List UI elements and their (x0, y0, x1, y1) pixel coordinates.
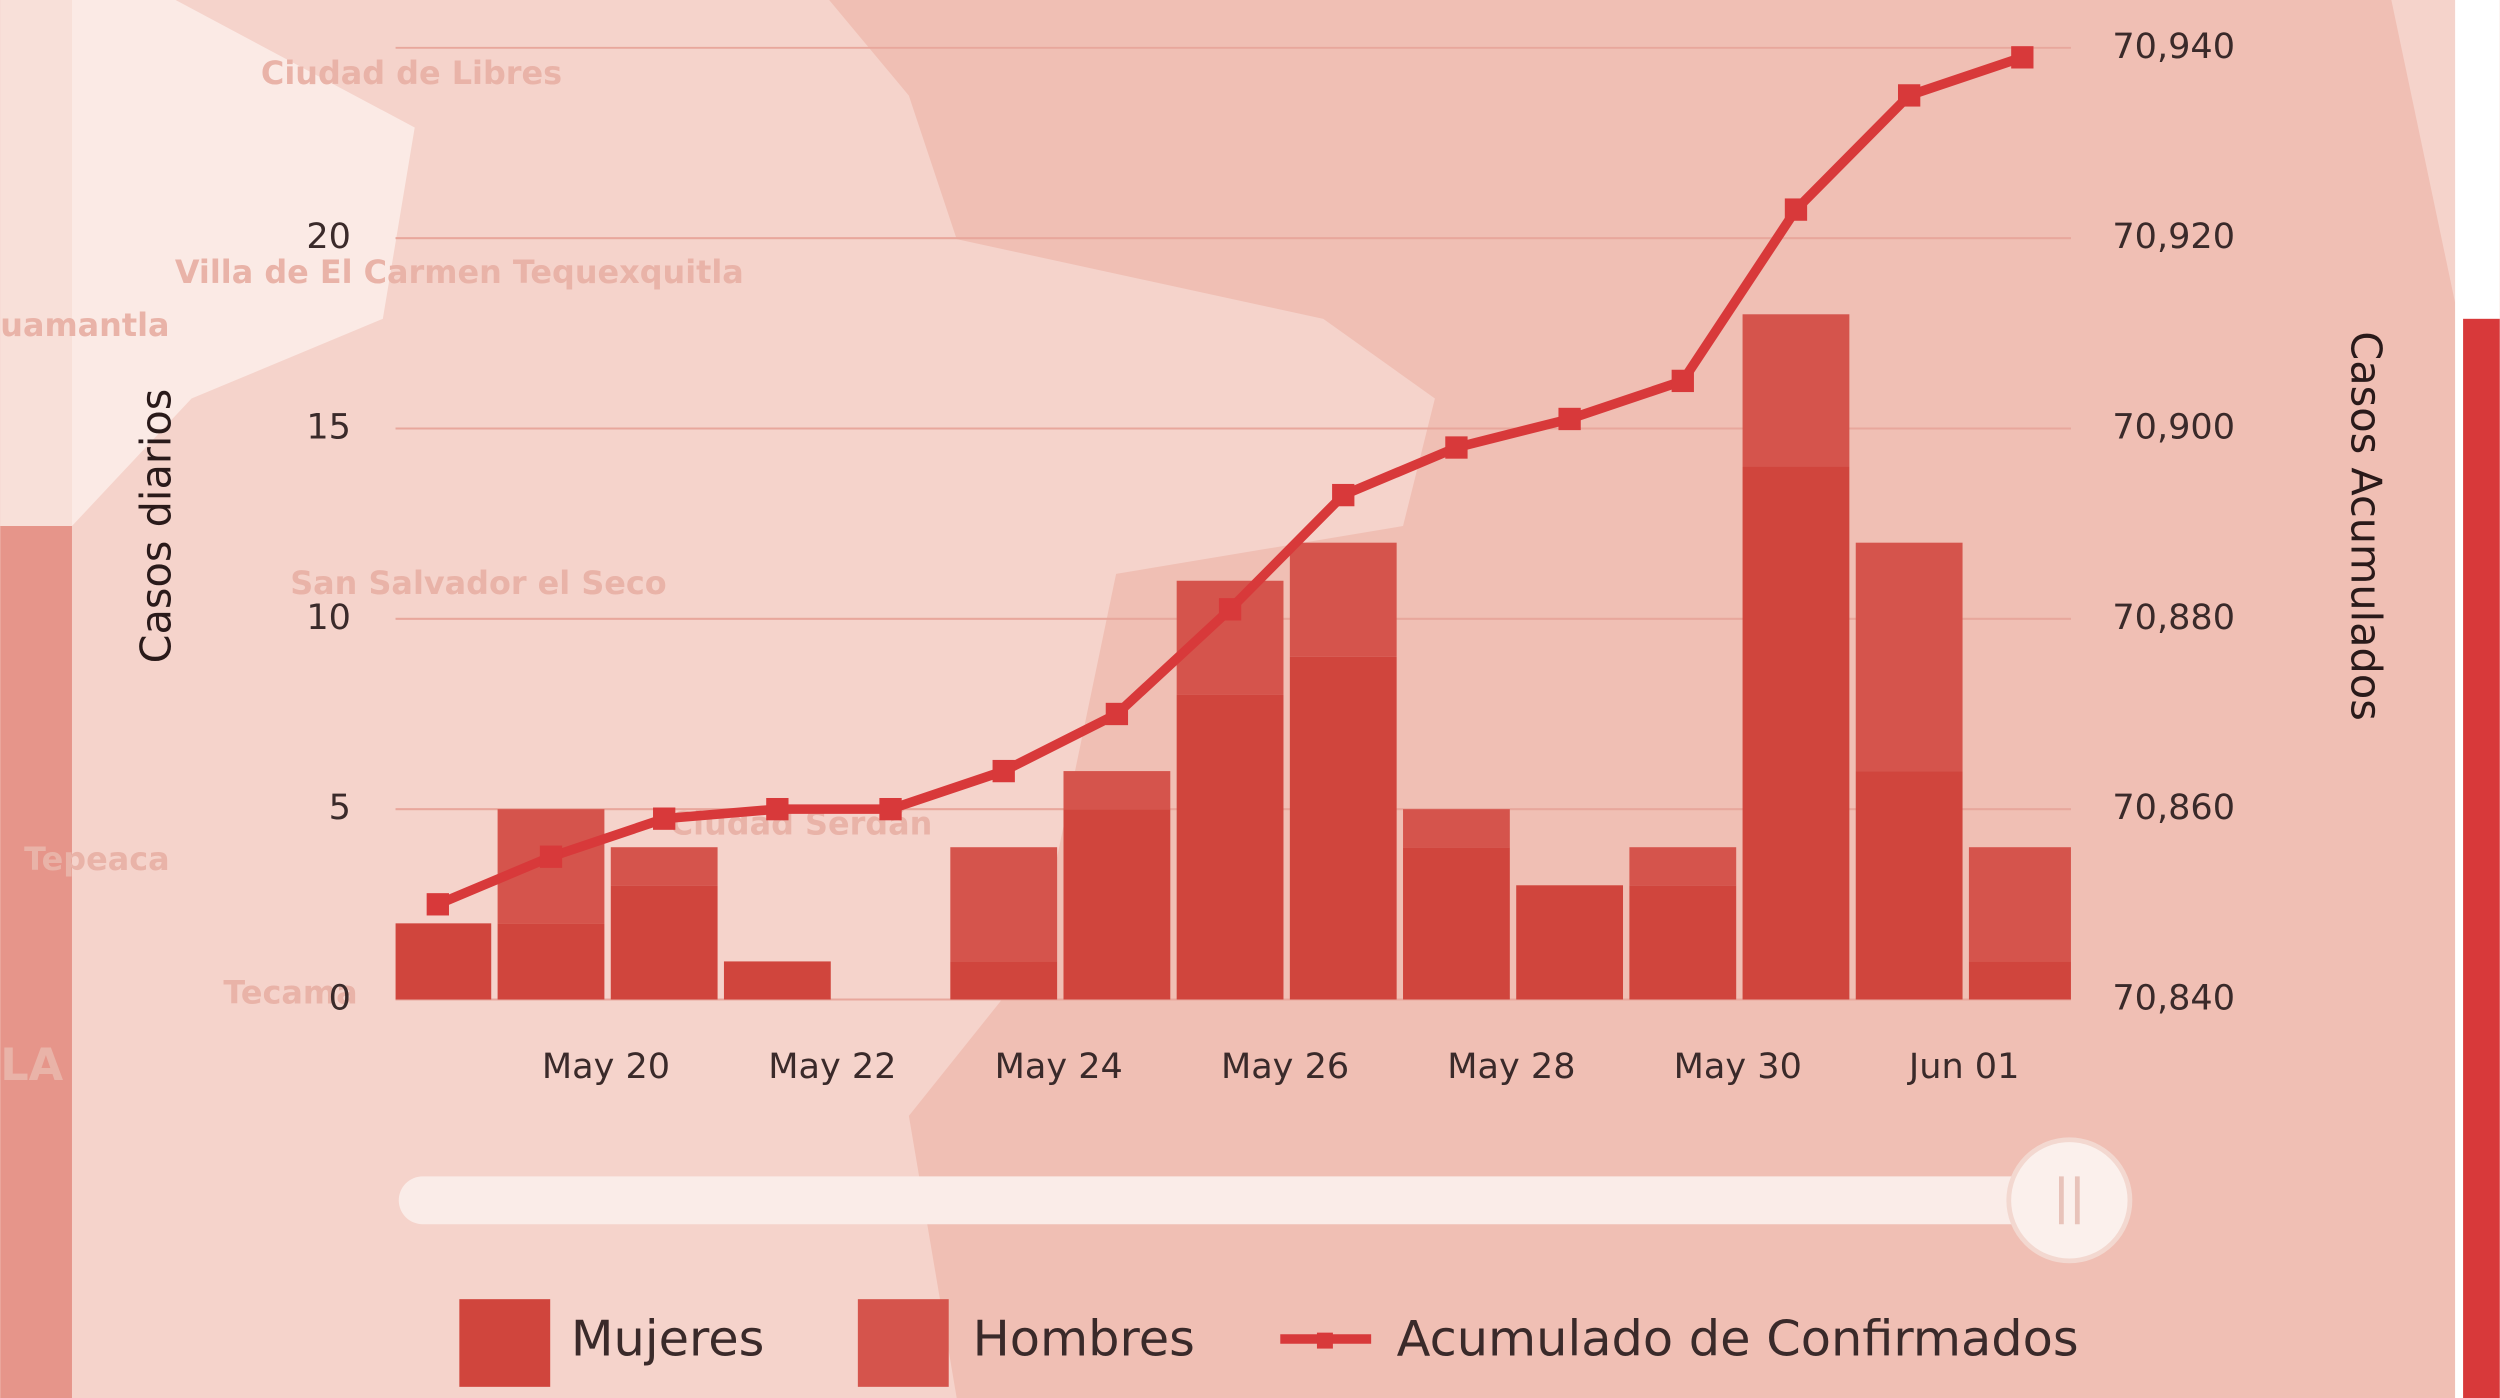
line-marker[interactable] (1445, 436, 1468, 459)
line-marker[interactable] (1671, 369, 1694, 393)
y-tick-label: 5 (329, 787, 351, 828)
x-tick-label: May 22 (768, 1046, 896, 1087)
bar-segment[interactable] (950, 847, 1058, 962)
slider-track (398, 1176, 2065, 1225)
bar-segment[interactable] (1968, 847, 2076, 962)
bar-segment[interactable] (1742, 314, 1850, 467)
x-tick-label: Jun 01 (1907, 1046, 2020, 1087)
bar-segment[interactable] (1968, 961, 2076, 1000)
y-tick-label: 10 (306, 597, 351, 638)
line-marker[interactable] (1897, 84, 1921, 107)
bar-segment[interactable] (1289, 542, 1397, 657)
x-tick-label: May 26 (1221, 1046, 1349, 1087)
map-label: Ciudad de Libres (261, 54, 562, 92)
bar-segment[interactable] (1403, 847, 1510, 1000)
line-marker[interactable] (2011, 46, 2034, 69)
slider-handle[interactable] (2006, 1137, 2133, 1264)
y2-tick-label: 70,880 (2112, 597, 2235, 638)
bar-segment[interactable] (1403, 809, 1510, 848)
legend-swatch (459, 1299, 551, 1387)
y-tick-label: 20 (306, 216, 351, 257)
y-tick-label: 0 (329, 977, 351, 1018)
map-label: LA (0, 1039, 63, 1091)
line-marker[interactable] (1558, 407, 1581, 431)
bar-segment[interactable] (1629, 885, 1737, 1000)
y-axis-title: Casos diarios (133, 389, 181, 664)
x-tick-label: May 24 (995, 1046, 1123, 1087)
line-marker[interactable] (1218, 598, 1242, 621)
plot-area (384, 46, 2076, 1000)
legend: Mujeres Hombres Acumulado de Confirmados (459, 1299, 2079, 1387)
x-tick-label: May 28 (1447, 1046, 1575, 1087)
bar-segment[interactable] (950, 961, 1058, 1000)
bar-segment[interactable] (1289, 656, 1397, 1000)
line-marker[interactable] (426, 893, 449, 916)
map-label: San Salvador el Seco (290, 564, 666, 602)
legend-marker (1316, 1332, 1333, 1349)
y2-tick-label: 70,920 (2112, 216, 2235, 257)
y2-tick-label: 70,840 (2112, 977, 2235, 1018)
legend-swatch (857, 1299, 949, 1387)
bar-segment[interactable] (1063, 809, 1171, 1000)
map-label: Tepeaca (24, 840, 169, 878)
bar-segment[interactable] (384, 923, 492, 1000)
bar-segment[interactable] (610, 847, 718, 886)
legend-label[interactable]: Hombres (973, 1310, 1195, 1368)
bar-segment[interactable] (723, 961, 831, 1000)
x-tick-label: May 20 (542, 1046, 670, 1087)
legend-label[interactable]: Mujeres (571, 1310, 764, 1368)
bar-segment[interactable] (1516, 885, 1624, 1000)
line-marker[interactable] (1332, 483, 1355, 507)
bar-segment[interactable] (1176, 694, 1284, 1000)
bar-segment[interactable] (497, 923, 605, 1000)
line-marker[interactable] (1784, 198, 1808, 221)
x-tick-label: May 30 (1674, 1046, 1802, 1087)
line-marker[interactable] (539, 845, 563, 868)
line-marker[interactable] (879, 797, 902, 821)
bar-segment[interactable] (610, 885, 718, 1000)
bar-segment[interactable] (1742, 466, 1850, 1000)
map-label: Tecama (223, 974, 357, 1012)
bar-segment[interactable] (1629, 847, 1737, 886)
map-label: uamantla (0, 306, 169, 344)
bar-segment[interactable] (1063, 771, 1171, 810)
date-slider[interactable] (398, 1137, 2133, 1264)
y-tick-label: 15 (306, 406, 351, 447)
map-label: Villa de El Carmen Tequexquitla (175, 253, 744, 291)
y2-axis-title: Casos Acumulados (2342, 331, 2390, 720)
line-marker[interactable] (653, 807, 676, 830)
bar-segment[interactable] (1855, 771, 1963, 1000)
y2-tick-label: 70,860 (2112, 787, 2235, 828)
line-marker[interactable] (1105, 702, 1129, 726)
y2-tick-label: 70,900 (2112, 406, 2235, 447)
legend-label[interactable]: Acumulado de Confirmados (1397, 1310, 2079, 1368)
y2-tick-label: 70,940 (2112, 26, 2235, 67)
bar-segment[interactable] (1855, 542, 1963, 772)
line-marker[interactable] (766, 797, 789, 821)
line-marker[interactable] (992, 759, 1015, 783)
